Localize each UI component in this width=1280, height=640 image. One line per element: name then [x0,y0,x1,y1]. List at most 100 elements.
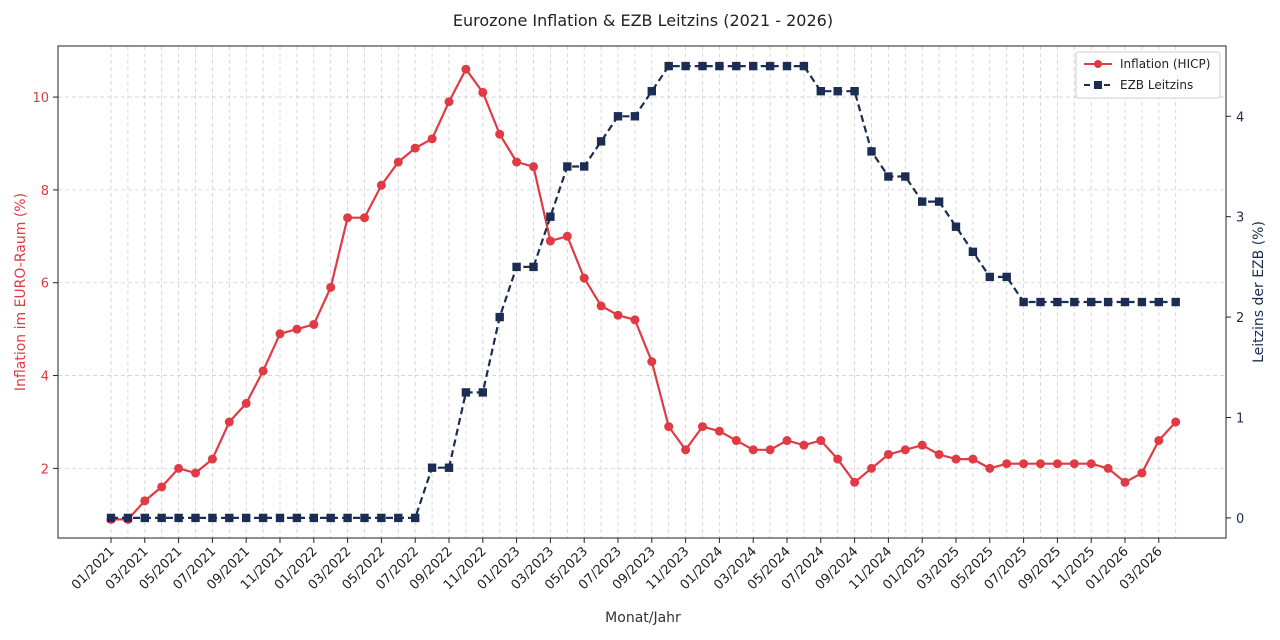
point-leitzins [985,272,994,282]
point-leitzins [1087,297,1096,307]
point-leitzins [377,513,386,523]
chart-title: Eurozone Inflation & EZB Leitzins (2021 … [453,11,833,30]
point-inflation [934,449,944,459]
point-leitzins [918,197,927,206]
point-inflation [917,440,927,450]
point-inflation [867,463,876,473]
x-axis-label: Monat/Jahr [605,610,681,626]
point-leitzins [1070,297,1079,307]
point-inflation [1052,459,1062,469]
point-inflation [343,213,353,223]
point-inflation [782,436,792,446]
point-inflation [241,398,251,408]
point-inflation [698,422,707,432]
point-leitzins [495,312,504,322]
point-inflation [1154,436,1164,446]
point-inflation [529,162,538,172]
point-leitzins [1002,272,1011,282]
point-leitzins [884,172,893,181]
point-inflation [410,143,420,153]
point-leitzins [749,61,758,71]
legend-marker-inflation [1094,60,1102,68]
point-leitzins [546,212,555,221]
y-right-tick-label: 3 [1236,211,1244,226]
point-leitzins [427,463,437,472]
y-axis-right-label: Leitzins der EZB (%) [1251,221,1267,363]
point-inflation [461,64,471,74]
point-inflation [1036,459,1045,469]
point-inflation [562,231,572,241]
point-inflation [647,357,657,367]
point-leitzins [242,513,251,523]
point-leitzins [326,513,335,523]
point-leitzins [681,61,690,71]
point-inflation [360,213,369,223]
point-inflation [833,454,843,464]
point-inflation [275,329,285,339]
plot-frame [57,45,1227,539]
point-leitzins [1053,297,1062,307]
point-inflation [191,468,200,478]
point-leitzins [850,86,859,96]
series-layer [106,61,1181,524]
point-inflation [681,445,691,455]
point-inflation [478,87,488,97]
point-leitzins [1036,297,1045,307]
point-leitzins [1137,297,1147,307]
point-inflation [309,319,319,329]
point-leitzins [444,463,454,472]
legend-marker-leitzins [1094,81,1102,89]
point-leitzins [123,513,133,523]
y-axis-left-label: Inflation im EURO-Raum (%) [13,193,29,391]
point-leitzins [1103,297,1113,307]
point-inflation [714,426,724,436]
point-leitzins [613,112,623,121]
point-leitzins [664,61,673,71]
point-leitzins [258,513,268,523]
point-inflation [1171,417,1181,427]
point-leitzins [174,513,183,523]
point-inflation [985,463,995,473]
point-leitzins [934,197,944,206]
point-inflation [545,236,555,246]
point-leitzins [596,137,606,146]
point-leitzins [833,86,842,96]
series-line-0 [111,68,1177,521]
point-leitzins [968,247,978,257]
point-leitzins [275,513,285,523]
point-leitzins [529,262,538,272]
point-leitzins [1019,297,1028,307]
point-leitzins [765,61,775,71]
point-inflation [1120,477,1130,487]
point-leitzins [698,61,707,71]
point-leitzins [867,147,876,156]
point-inflation [900,445,910,455]
point-inflation [664,422,674,432]
y-left-tick-label: 8 [41,184,49,199]
point-leitzins [1171,297,1180,307]
point-leitzins [394,513,403,523]
point-inflation [579,273,589,283]
y-right-tick-label: 1 [1236,412,1244,427]
point-leitzins [782,61,792,71]
point-inflation [731,436,741,446]
point-leitzins [140,513,149,523]
point-inflation [799,440,809,450]
point-leitzins [799,61,809,71]
point-inflation [1103,463,1113,473]
point-leitzins [208,513,217,523]
point-inflation [512,157,522,167]
point-inflation [495,129,505,139]
point-inflation [292,324,302,334]
point-inflation [326,282,336,292]
point-leitzins [951,222,961,231]
point-leitzins [411,513,420,523]
point-inflation [850,477,860,487]
point-leitzins [461,388,471,397]
point-inflation [596,301,606,311]
point-leitzins [901,172,910,181]
point-inflation [224,417,234,427]
point-inflation [748,445,758,455]
y-left-tick-label: 6 [41,277,49,292]
